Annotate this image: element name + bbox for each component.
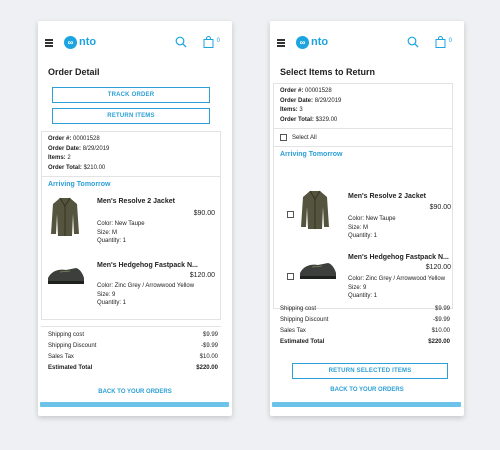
cart-count: 0 (216, 38, 220, 44)
item-name[interactable]: Men's Resolve 2 Jacket (348, 193, 426, 200)
app-header: ∞ nto 0 (270, 21, 464, 65)
order-number: 00001528 (73, 136, 100, 142)
item-price: $120.00 (189, 272, 215, 279)
shopping-bag-icon[interactable] (203, 36, 214, 48)
track-order-button[interactable]: TRACK ORDER (52, 87, 210, 103)
item-name[interactable]: Men's Hedgehog Fastpack N... (97, 262, 198, 269)
shopping-bag-icon[interactable] (435, 36, 446, 48)
back-to-orders-link[interactable]: BACK TO YOUR ORDERS (98, 389, 172, 395)
item-price: $90.00 (193, 210, 215, 217)
select-all-row[interactable]: Select All (274, 128, 452, 146)
logo-mark: ∞ (296, 35, 309, 49)
shoe-image (48, 268, 84, 284)
item-checkbox[interactable] (287, 211, 294, 218)
item-details: Color: Zinc Grey / Arrowwood Yellow Size… (348, 276, 446, 299)
select-return-screen: ∞ nto 0 Select Items to Return Order #: … (270, 21, 464, 416)
order-number: 00001528 (305, 88, 332, 94)
order-totals: Shipping cost $9.99 Shipping Discount -$9.… (48, 331, 218, 371)
bottom-bar (272, 402, 461, 407)
item-details: Color: Zinc Grey / Arrowwood Yellow Size… (97, 283, 195, 306)
select-all-label: Select All (292, 134, 317, 141)
logo-mark: ∞ (64, 35, 77, 49)
order-summary: Order #: 00001528 Order Date: 8/29/2019 … (280, 88, 342, 123)
item-details: Color: New Taupe Size: M Quantity: 1 (97, 221, 145, 244)
hamburger-menu-icon[interactable] (277, 39, 285, 47)
search-icon[interactable] (407, 36, 419, 48)
item-details: Color: New Taupe Size: M Quantity: 1 (348, 216, 396, 239)
order-totals: Shipping cost $9.99 Shipping Discount -$9.… (280, 305, 450, 345)
page-title: Select Items to Return (280, 67, 376, 77)
brand-logo[interactable]: ∞ nto (64, 35, 96, 49)
order-items-count: 2 (67, 155, 71, 161)
jacket-image (301, 190, 329, 229)
cart-count: 0 (448, 38, 452, 44)
select-all-checkbox[interactable] (280, 134, 287, 141)
logo-text: nto (79, 36, 97, 48)
arriving-label: Arriving Tomorrow (274, 146, 452, 164)
order-total: $210.00 (83, 164, 106, 171)
shoe-image (300, 263, 336, 279)
bottom-bar (40, 402, 229, 407)
app-header: ∞ nto 0 (38, 21, 232, 65)
arriving-label: Arriving Tomorrow (42, 176, 220, 194)
divider (41, 326, 221, 327)
order-detail-screen: ∞ nto 0 Order Detail TRACK ORDER RETURN … (38, 21, 232, 416)
item-name[interactable]: Men's Hedgehog Fastpack N... (348, 254, 449, 261)
order-card: Order #: 00001528 Order Date: 8/29/2019 … (273, 83, 453, 309)
back-to-orders-link[interactable]: BACK TO YOUR ORDERS (330, 387, 404, 393)
order-items-count: 3 (299, 107, 303, 113)
page-title: Order Detail (48, 67, 100, 77)
order-total: $329.00 (315, 116, 338, 123)
order-date: 8/29/2019 (82, 145, 110, 152)
item-price: $120.00 (425, 264, 451, 271)
logo-text: nto (311, 36, 329, 48)
search-icon[interactable] (175, 36, 187, 48)
order-date: 8/29/2019 (314, 97, 342, 104)
jacket-image (51, 197, 79, 236)
item-price: $90.00 (429, 204, 451, 211)
return-items-button[interactable]: RETURN ITEMS (52, 108, 210, 124)
item-checkbox[interactable] (287, 273, 294, 280)
order-summary: Order #: 00001528 Order Date: 8/29/2019 … (48, 136, 110, 171)
return-selected-items-button[interactable]: RETURN SELECTED ITEMS (292, 363, 448, 379)
hamburger-menu-icon[interactable] (45, 39, 53, 47)
order-card: Order #: 00001528 Order Date: 8/29/2019 … (41, 131, 221, 320)
item-name[interactable]: Men's Resolve 2 Jacket (97, 198, 175, 205)
brand-logo[interactable]: ∞ nto (296, 35, 328, 49)
